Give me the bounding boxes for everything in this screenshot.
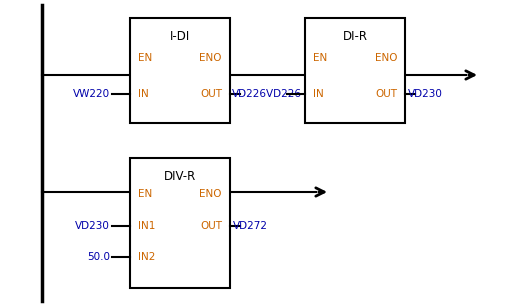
Text: VW220: VW220 bbox=[73, 89, 110, 99]
Bar bbox=[130, 18, 230, 123]
Text: EN: EN bbox=[138, 189, 152, 200]
Text: IN: IN bbox=[313, 89, 324, 99]
Text: EN: EN bbox=[313, 53, 327, 63]
Text: DI-R: DI-R bbox=[343, 30, 368, 43]
Text: ENO: ENO bbox=[374, 53, 397, 63]
Text: VD230: VD230 bbox=[408, 89, 443, 99]
Text: IN1: IN1 bbox=[138, 221, 155, 231]
Text: ENO: ENO bbox=[200, 53, 222, 63]
Bar bbox=[130, 158, 230, 288]
Text: IN: IN bbox=[138, 89, 149, 99]
Text: ENO: ENO bbox=[200, 189, 222, 200]
Bar bbox=[305, 18, 405, 123]
Text: OUT: OUT bbox=[200, 89, 222, 99]
Text: I-DI: I-DI bbox=[170, 30, 190, 43]
Text: IN2: IN2 bbox=[138, 252, 155, 262]
Text: 50.0: 50.0 bbox=[87, 252, 110, 262]
Text: VD230: VD230 bbox=[75, 221, 110, 231]
Text: OUT: OUT bbox=[200, 221, 222, 231]
Text: VD226VD226: VD226VD226 bbox=[232, 89, 302, 99]
Text: VD272: VD272 bbox=[233, 221, 268, 231]
Text: DIV-R: DIV-R bbox=[164, 170, 196, 183]
Text: EN: EN bbox=[138, 53, 152, 63]
Text: OUT: OUT bbox=[375, 89, 397, 99]
